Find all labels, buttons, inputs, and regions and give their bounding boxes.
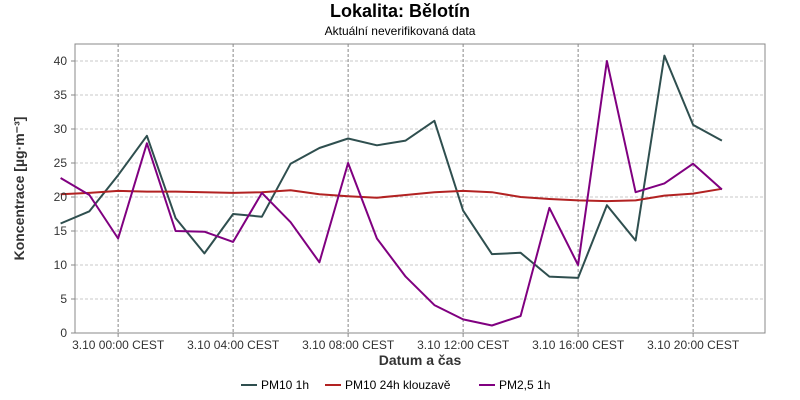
y-axis-title: Koncentrace [µg·m⁻³]	[11, 117, 27, 261]
x-axis: 3.10 00:00 CEST 3.10 04:00 CEST 3.10 08:00…	[72, 333, 740, 352]
y-tick-label: 15	[54, 224, 68, 238]
legend-label: PM2,5 1h	[499, 378, 550, 392]
y-tick-label: 5	[60, 292, 67, 306]
series-line-1	[60, 54, 723, 279]
legend: PM10 1h PM10 24h klouzavě PM2,5 1h	[241, 378, 550, 392]
legend-label: PM10 24h klouzavě	[345, 378, 451, 392]
y-tick-label: 20	[54, 190, 68, 204]
y-tick-label: 25	[54, 156, 68, 170]
x-tick-label: 3.10 00:00 CEST	[72, 338, 165, 352]
y-axis: 0 5 10 15 20 25 30 35 40	[54, 54, 75, 340]
x-tick-label: 3.10 04:00 CEST	[187, 338, 280, 352]
series-line-3	[60, 60, 723, 327]
y-tick-label: 40	[54, 54, 68, 68]
plot-border	[74, 43, 766, 334]
series-layer	[60, 54, 723, 327]
series-line-2	[60, 187, 723, 203]
x-tick-label: 3.10 16:00 CEST	[532, 338, 625, 352]
x-axis-title: Datum a čas	[379, 352, 462, 368]
legend-label: PM10 1h	[261, 378, 309, 392]
chart-title: Lokalita: Bělotín	[329, 1, 470, 21]
y-tick-label: 0	[60, 326, 67, 340]
x-tick-label: 3.10 08:00 CEST	[302, 338, 395, 352]
y-tick-label: 30	[54, 122, 68, 136]
y-tick-label: 10	[54, 258, 68, 272]
y-tick-label: 35	[54, 88, 68, 102]
chart-subtitle: Aktuální neverifikovaná data	[324, 24, 476, 38]
x-tick-label: 3.10 12:00 CEST	[417, 338, 510, 352]
x-tick-label: 3.10 20:00 CEST	[647, 338, 740, 352]
